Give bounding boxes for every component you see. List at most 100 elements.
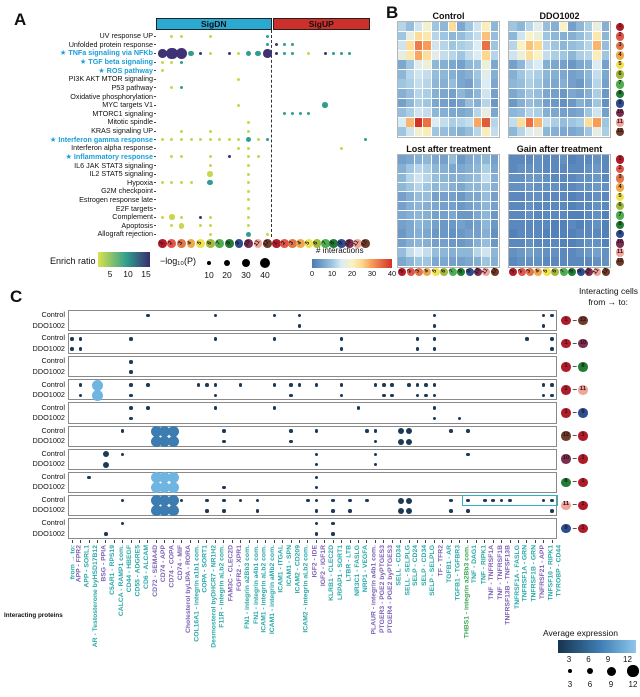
axis-tick — [153, 44, 156, 46]
cluster-badge: 9 — [561, 523, 571, 534]
heatmap-cell — [465, 257, 473, 266]
enrichment-dot — [247, 181, 250, 185]
protein-axis-tick — [374, 539, 376, 543]
heatmap-cell — [406, 69, 415, 79]
heatmap-cell — [584, 98, 593, 108]
protein-label: PTGER3 - PGE2 byPTGES3 — [378, 545, 386, 634]
heatmap-cell — [534, 229, 542, 238]
heatmap-cell — [551, 210, 559, 220]
protein-label: COL16A1 - integrin a1b1 com. — [193, 545, 201, 642]
heatmap-cell — [431, 192, 440, 201]
heatmap-cell — [431, 173, 440, 183]
heatmap-cell — [423, 22, 431, 31]
heatmap-cell — [567, 98, 576, 108]
heatmap-cell — [414, 79, 423, 89]
heatmap-cell — [567, 238, 576, 248]
interactions-tick-label: 20 — [347, 269, 357, 278]
heatmap-cell — [517, 108, 526, 117]
interaction-dot — [150, 436, 162, 447]
heatmap-cell — [517, 89, 526, 98]
protein-label: TNFRSF1A - FASLG — [513, 545, 521, 609]
axis-tick — [153, 190, 156, 192]
heatmap-cell — [517, 164, 526, 173]
heatmap-cell — [465, 79, 473, 89]
enrichment-dot — [170, 86, 174, 90]
heatmap-cell — [490, 238, 499, 248]
cluster-badge: 5 — [615, 60, 625, 70]
heatmap-cell — [593, 164, 601, 173]
heatmap-cell — [534, 238, 542, 248]
enrichment-dot — [339, 146, 343, 150]
cluster-number: 3 — [414, 268, 422, 275]
heatmap-cell — [490, 155, 499, 164]
protein-label: TNFSF10 - RIPK1 — [547, 545, 555, 601]
interaction-dot — [466, 452, 470, 457]
cluster-badge: 1 — [509, 268, 518, 276]
heatmap-cell — [440, 220, 448, 229]
heatmap-cell — [440, 155, 448, 164]
heatmap-cell — [534, 127, 542, 137]
heatmap-cell — [576, 248, 584, 257]
interaction-dot — [397, 497, 404, 504]
protein-axis-tick — [155, 539, 157, 543]
interaction-dot — [491, 498, 495, 503]
interaction-dot — [129, 337, 133, 341]
heatmap-cell — [423, 69, 431, 79]
heatmap-cell — [559, 127, 568, 137]
enrichment-dot — [218, 138, 222, 142]
pathway-label: ★ Inflammatory response — [65, 151, 153, 161]
cluster-number: 11 — [562, 501, 570, 508]
pathway-label: UV response UP — [99, 31, 153, 41]
protein-label: KLRB1 - CLEC2D — [328, 545, 336, 601]
cluster-badge: 6 — [615, 70, 625, 79]
heatmap-cell — [448, 257, 457, 266]
interaction-dot — [222, 509, 226, 513]
protein-label: CD44 - HBEGF — [126, 545, 134, 593]
cluster-badge: 4 — [534, 268, 543, 276]
heatmap-cell — [473, 98, 482, 108]
enrichment-dot — [189, 138, 193, 142]
heatmap-cell — [509, 192, 517, 201]
cluster-number: 8 — [581, 362, 585, 369]
heatmap-cell — [517, 22, 526, 31]
interaction-dot — [146, 406, 150, 410]
interaction-dot — [159, 482, 171, 494]
heatmap-cell — [456, 201, 465, 210]
protein-axis-tick — [366, 539, 368, 543]
row-label-control: Control — [41, 333, 65, 343]
interaction-dot — [213, 337, 218, 341]
axis-tick — [153, 130, 156, 132]
heatmap-cell — [398, 248, 406, 257]
signature-group-header: SigUP — [272, 17, 370, 30]
cluster-badge: 11 — [353, 239, 362, 248]
cluster-badge: 12 — [615, 127, 625, 137]
enrichment-dot — [158, 49, 167, 58]
cluster-number: 6 — [312, 239, 320, 247]
heatmap-cell — [509, 50, 517, 60]
heatmap-cell — [490, 257, 499, 266]
heatmap-cell — [431, 22, 440, 31]
protein-label: TYROBP - CD44 — [555, 545, 563, 597]
heatmap-cell — [567, 127, 576, 137]
heatmap-cell — [456, 220, 465, 229]
heatmap-cell — [456, 173, 465, 183]
heatmap-cell — [423, 248, 431, 257]
cluster-number: 3 — [618, 42, 622, 49]
axis-tick — [153, 165, 156, 166]
heatmap-cell — [398, 173, 406, 183]
heatmap-cell — [456, 257, 465, 266]
heatmap-cell — [567, 41, 576, 50]
heatmap-cell — [576, 60, 584, 70]
cluster-number: 2 — [167, 239, 175, 247]
heatmap-cell — [414, 69, 423, 79]
heatmap-cell — [551, 257, 559, 266]
cluster-number: 5 — [431, 268, 439, 275]
heatmap-cell — [473, 60, 482, 70]
heatmap-cell — [465, 229, 473, 238]
protein-label: ICAM2 - CD209 — [294, 545, 302, 594]
interactions-legend-label: # interactions — [316, 246, 364, 255]
heatmap-cell — [490, 164, 499, 173]
cluster-number: 2 — [517, 268, 525, 275]
heatmap-cell — [456, 238, 465, 248]
interaction-dot — [415, 337, 420, 341]
